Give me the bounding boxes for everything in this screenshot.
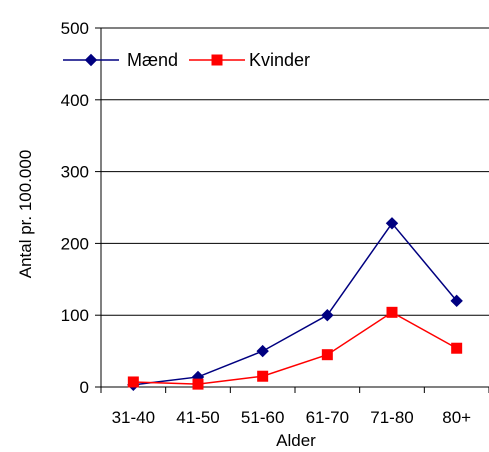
legend-item: Kvinder <box>189 50 310 70</box>
data-point <box>386 306 398 318</box>
data-point <box>256 344 269 358</box>
x-tick-labels: 31-40 41-50 51-60 61-70 71-80 80+ <box>112 408 472 427</box>
y-tick-labels: 0 100 200 300 400 500 <box>61 19 89 397</box>
axes <box>95 27 489 393</box>
y-tick-label: 400 <box>61 91 89 110</box>
data-point <box>127 376 139 388</box>
legend-label: Kvinder <box>249 50 310 70</box>
data-point <box>257 370 269 382</box>
x-tick-label: 51-60 <box>241 408 284 427</box>
x-axis-title: Alder <box>276 431 316 450</box>
data-point <box>321 308 334 322</box>
x-tick-label: 61-70 <box>306 408 349 427</box>
data-point <box>450 294 463 308</box>
data-point <box>321 349 333 361</box>
series-maend <box>127 217 463 392</box>
series <box>127 217 463 392</box>
series-kvinder <box>127 306 463 390</box>
data-point <box>385 217 399 230</box>
x-tick-label: 31-40 <box>112 408 155 427</box>
series-line <box>133 222 458 386</box>
legend-marker <box>211 54 223 66</box>
y-tick-label: 100 <box>61 306 89 325</box>
x-tick-label: 41-50 <box>176 408 219 427</box>
y-tick-label: 0 <box>80 378 89 397</box>
y-tick-label: 200 <box>61 234 89 253</box>
legend-item: Mænd <box>63 50 178 70</box>
y-axis-title: Antal pr. 100.000 <box>16 150 35 279</box>
y-tick-label: 300 <box>61 163 89 182</box>
data-point <box>192 378 204 390</box>
gridlines <box>101 27 489 316</box>
legend-marker <box>84 53 98 67</box>
series-line <box>133 311 458 385</box>
legend: Mænd Kvinder <box>63 50 310 70</box>
x-tick-label: 71-80 <box>370 408 413 427</box>
y-tick-label: 500 <box>61 19 89 38</box>
data-point <box>451 342 463 354</box>
legend-label: Mænd <box>127 50 178 70</box>
x-tick-label: 80+ <box>442 408 471 427</box>
